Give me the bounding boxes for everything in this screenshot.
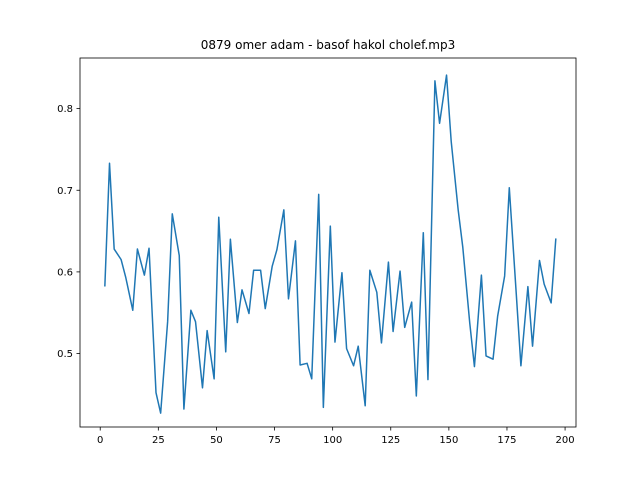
x-tick-label: 150 [439, 435, 458, 446]
x-tick-label: 200 [556, 435, 575, 446]
plot-area [104, 74, 557, 414]
y-tick-label: 0.8 [57, 104, 73, 115]
x-tick-label: 50 [210, 435, 223, 446]
x-tick-label: 125 [381, 435, 400, 446]
chart-title: 0879 omer adam - basof hakol cholef.mp3 [201, 38, 455, 52]
plot-frame [79, 57, 577, 428]
x-axis: 0 25 50 75 100 125 150 175 200 [97, 427, 575, 446]
x-tick-label: 0 [97, 435, 103, 446]
series-line [104, 74, 557, 414]
x-tick-label: 75 [268, 435, 281, 446]
x-tick-label: 175 [497, 435, 516, 446]
y-tick-label: 0.5 [57, 349, 73, 360]
y-axis: 0.5 0.6 0.7 0.8 [57, 104, 80, 360]
y-tick-label: 0.6 [57, 267, 73, 278]
x-tick-label: 100 [323, 435, 342, 446]
y-tick-label: 0.7 [57, 186, 73, 197]
x-tick-label: 25 [152, 435, 165, 446]
